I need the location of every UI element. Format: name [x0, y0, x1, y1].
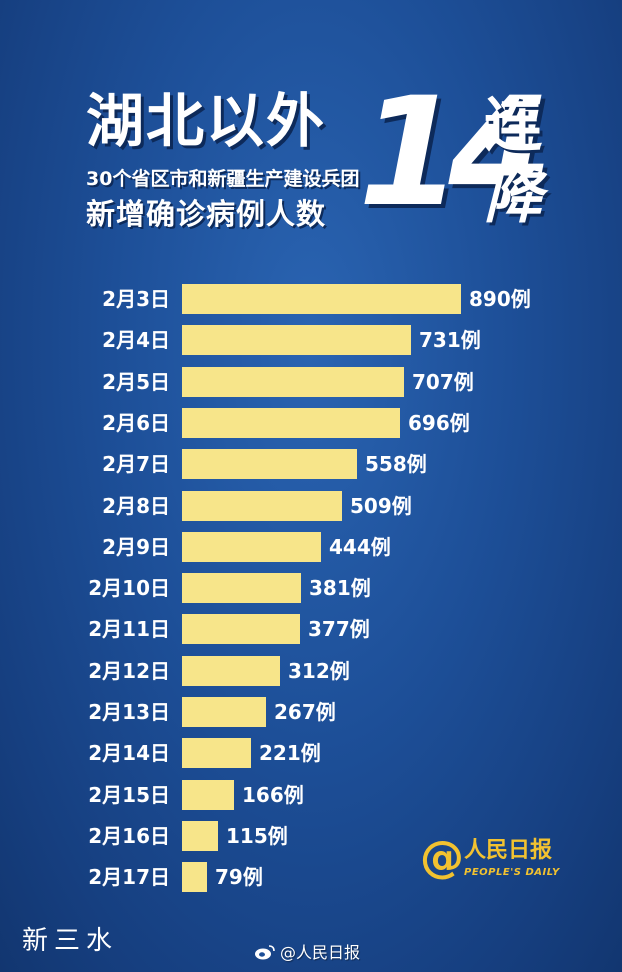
chart-row: 2月15日 166例: [0, 779, 622, 810]
watermark-text: 新三水: [22, 926, 119, 956]
streak-word-1: 连: [484, 91, 543, 159]
value-label: 381例: [309, 576, 371, 601]
chart-row: 2月9日 444例: [0, 531, 622, 562]
chart-row: 2月12日 312例: [0, 655, 622, 686]
category-label: 2月14日: [88, 741, 170, 766]
headline-subtitle: 30个省区市和新疆生产建设兵团: [86, 168, 360, 190]
bar: [182, 738, 251, 769]
headline-metric: 新增确诊病例人数: [86, 197, 327, 231]
value-label: 79例: [215, 865, 263, 890]
category-label: 2月15日: [88, 782, 170, 807]
category-label: 2月12日: [88, 658, 170, 683]
bar: [182, 820, 218, 851]
value-label: 558例: [365, 452, 427, 477]
chart-row: 2月11日 377例: [0, 614, 622, 645]
peoples-daily-logo: @ 人民日报 PEOPLE'S DAILY: [420, 832, 570, 890]
bar: [182, 697, 266, 727]
headline-title: 湖北以外: [86, 87, 327, 155]
chart-row: 2月13日 267例: [0, 697, 622, 727]
value-label: 377例: [308, 617, 370, 642]
bar: [182, 366, 404, 397]
category-label: 2月6日: [102, 410, 170, 435]
streak-number: 14: [358, 66, 553, 240]
chart-row: 2月5日 707例: [0, 366, 622, 397]
streak-word-2: 降: [484, 163, 543, 231]
bar: [182, 614, 300, 645]
chart-row: 2月14日 221例: [0, 738, 622, 769]
bar: [182, 655, 280, 686]
category-label: 2月9日: [102, 534, 170, 559]
category-label: 2月17日: [88, 865, 170, 890]
value-label: 267例: [274, 700, 336, 724]
weibo-handle: @人民日报: [280, 943, 361, 962]
bar: [182, 862, 207, 893]
bar: [182, 490, 342, 521]
chart-row: 2月7日 558例: [0, 449, 622, 480]
at-symbol-icon: @: [420, 832, 464, 883]
category-label: 2月13日: [88, 700, 170, 724]
bar: [182, 449, 357, 480]
chart-row: 2月10日 381例: [0, 573, 622, 604]
bar: [182, 325, 411, 356]
category-label: 2月5日: [102, 369, 170, 394]
chart-row: 2月16日 115例: [0, 820, 622, 851]
weibo-icon: [255, 945, 275, 960]
value-label: 115例: [226, 823, 288, 848]
category-label: 2月7日: [102, 452, 170, 477]
chart-row: 2月8日 509例: [0, 490, 622, 521]
chart-row: 2月4日 731例: [0, 325, 622, 356]
chart-row: 2月17日 79例: [0, 862, 622, 893]
value-label: 731例: [419, 328, 481, 353]
category-label: 2月3日: [102, 287, 170, 311]
category-label: 2月16日: [88, 823, 170, 848]
value-label: 312例: [288, 658, 350, 683]
category-label: 2月4日: [102, 328, 170, 353]
bar: [182, 779, 234, 810]
value-label: 444例: [329, 534, 391, 559]
category-label: 2月10日: [88, 576, 170, 601]
weibo-credit[interactable]: @人民日报: [254, 944, 360, 961]
bar: [182, 573, 301, 604]
bar: [182, 531, 321, 562]
value-label: 166例: [242, 782, 304, 807]
bar: [182, 407, 400, 438]
logo-english: PEOPLE'S DAILY: [464, 867, 560, 878]
value-label: 509例: [350, 493, 412, 518]
bar: [182, 284, 461, 314]
value-label: 890例: [469, 287, 531, 311]
value-label: 221例: [259, 741, 321, 766]
chart-row: 2月3日 890例: [0, 284, 622, 314]
category-label: 2月8日: [102, 493, 170, 518]
category-label: 2月11日: [88, 617, 170, 642]
value-label: 696例: [408, 410, 470, 435]
logo-name: 人民日报: [464, 838, 553, 863]
value-label: 707例: [412, 369, 474, 394]
chart-row: 2月6日 696例: [0, 407, 622, 438]
